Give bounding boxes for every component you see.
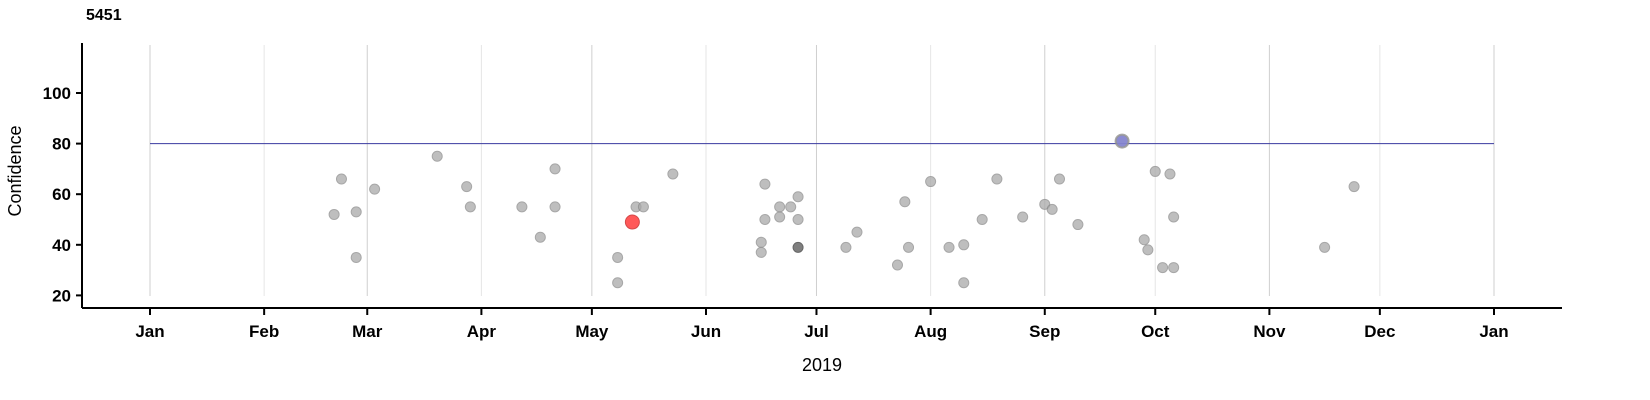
y-axis-ticks: 20 40 60 80 100 — [43, 84, 82, 305]
data-point-12 — [612, 251, 624, 263]
y-tick-label-100: 100 — [43, 84, 71, 103]
data-point-22 — [774, 211, 786, 223]
data-point-0 — [328, 208, 340, 220]
data-point-29 — [891, 259, 903, 271]
x-tick-label-jul-6: Jul — [804, 322, 829, 341]
x-tick-label-oct-9: Oct — [1141, 322, 1170, 341]
data-point-26 — [792, 241, 804, 253]
data-point-52 — [1348, 181, 1360, 193]
y-tick-label-60: 60 — [52, 185, 71, 204]
x-tick-label-jan-0: Jan — [135, 322, 164, 341]
data-point-18 — [755, 246, 767, 258]
y-axis-label: Confidence — [5, 125, 25, 216]
data-point-7 — [464, 201, 476, 213]
data-point-8 — [516, 201, 528, 213]
data-point-38 — [1017, 211, 1029, 223]
data-point-50 — [1168, 262, 1180, 274]
data-point-45 — [1138, 234, 1150, 246]
y-tick-label-40: 40 — [52, 236, 71, 255]
data-point-34 — [958, 239, 970, 251]
data-point-43 — [1115, 134, 1129, 148]
data-point-41 — [1054, 173, 1066, 185]
data-point-28 — [851, 226, 863, 238]
data-point-10 — [549, 163, 561, 175]
x-axis-label: 2019 — [802, 355, 842, 375]
chart-title: 5451 — [86, 7, 122, 24]
data-point-40 — [1046, 203, 1058, 215]
x-tick-label-jan-12: Jan — [1479, 322, 1508, 341]
x-tick-label-dec-11: Dec — [1364, 322, 1395, 341]
x-tick-label-jun-5: Jun — [691, 322, 721, 341]
data-point-30 — [899, 196, 911, 208]
data-point-2 — [350, 206, 362, 218]
data-point-51 — [1319, 241, 1331, 253]
data-point-19 — [759, 178, 771, 190]
data-point-33 — [943, 241, 955, 253]
data-point-42 — [1072, 219, 1084, 231]
data-point-44 — [1149, 165, 1161, 177]
data-point-24 — [792, 191, 804, 203]
x-tick-label-apr-3: Apr — [467, 322, 497, 341]
data-point-15 — [637, 201, 649, 213]
data-point-47 — [1157, 262, 1169, 274]
data-point-27 — [840, 241, 852, 253]
x-tick-label-nov-10: Nov — [1253, 322, 1286, 341]
data-point-20 — [759, 214, 771, 225]
y-tick-label-80: 80 — [52, 135, 71, 154]
data-point-16 — [667, 168, 679, 180]
data-point-13 — [612, 277, 624, 289]
data-point-25 — [792, 214, 804, 225]
data-point-49 — [1168, 211, 1180, 223]
data-point-35 — [958, 277, 970, 289]
data-point-17 — [755, 236, 767, 248]
data-point-1 — [335, 173, 347, 185]
data-point-3 — [350, 251, 362, 263]
data-point-11 — [549, 201, 561, 213]
data-point-48 — [1164, 168, 1176, 180]
data-point-36 — [976, 214, 988, 225]
data-point-23 — [785, 201, 797, 213]
data-point-32 — [925, 176, 937, 188]
data-point-6 — [461, 181, 473, 193]
x-tick-label-may-4: May — [575, 322, 609, 341]
highlighted-data-point-53 — [624, 214, 640, 230]
x-tick-label-mar-2: Mar — [352, 322, 383, 341]
data-point-31 — [903, 241, 915, 253]
y-tick-label-20: 20 — [52, 286, 71, 305]
data-point-37 — [991, 173, 1003, 185]
data-point-9 — [534, 231, 546, 243]
x-tick-label-aug-7: Aug — [914, 322, 947, 341]
data-point-4 — [369, 183, 381, 195]
data-points — [328, 133, 1360, 289]
x-tick-label-sep-8: Sep — [1029, 322, 1060, 341]
x-tick-label-feb-1: Feb — [249, 322, 279, 341]
data-point-46 — [1142, 244, 1154, 256]
data-point-5 — [431, 150, 443, 162]
data-point-21 — [774, 201, 786, 213]
x-axis-ticks: Jan Feb Mar Apr May Jun Jul Aug Sep Oct Nov Dec Jan — [135, 308, 1509, 341]
